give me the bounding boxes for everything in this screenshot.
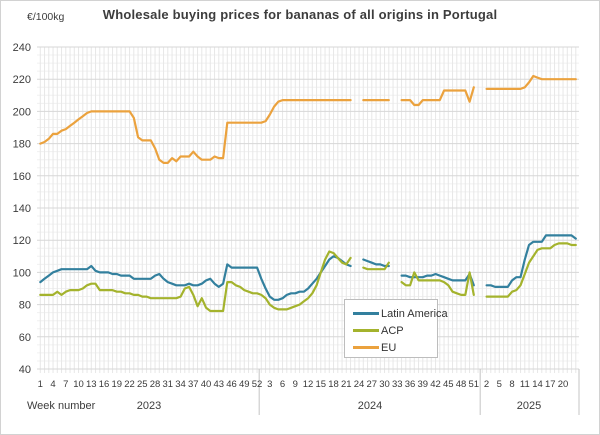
- x-tick-labels: 1 4 7 10 13 16 19 22 25 28 31 34 37 40 43 46 49 52 3 6 9 12 15…: [38, 379, 569, 390]
- legend-swatch-acp: [353, 329, 379, 332]
- svg-text:36: 36: [405, 379, 416, 390]
- y-tick-labels: 240 220 200 180 160 140 120 100 80 60 40: [13, 42, 31, 376]
- line-acp: [39, 242, 577, 313]
- svg-text:10: 10: [73, 379, 84, 390]
- svg-text:17: 17: [545, 379, 556, 390]
- year-label-2025: 2025: [516, 400, 542, 412]
- svg-text:45: 45: [443, 379, 454, 390]
- svg-text:15: 15: [316, 379, 327, 390]
- legend-label-acp: ACP: [381, 324, 404, 337]
- svg-text:39: 39: [418, 379, 429, 390]
- svg-text:60: 60: [19, 332, 31, 344]
- svg-text:200: 200: [13, 106, 31, 118]
- legend-swatch-eu: [353, 346, 379, 349]
- svg-text:16: 16: [99, 379, 110, 390]
- svg-text:14: 14: [532, 379, 543, 390]
- legend-label-eu: EU: [381, 341, 397, 354]
- legend-swatch-latin-america: [353, 312, 379, 315]
- svg-text:40: 40: [201, 379, 212, 390]
- line-eu: [39, 74, 577, 164]
- svg-text:30: 30: [379, 379, 390, 390]
- svg-text:1: 1: [38, 379, 43, 390]
- series-line-latin-america: [39, 234, 577, 301]
- svg-text:7: 7: [63, 379, 68, 390]
- svg-text:4: 4: [50, 379, 55, 390]
- legend: Latin America ACP EU: [344, 299, 448, 358]
- svg-text:2: 2: [484, 379, 489, 390]
- year-separators: [258, 369, 580, 415]
- svg-text:13: 13: [86, 379, 97, 390]
- svg-text:48: 48: [456, 379, 467, 390]
- svg-text:5: 5: [497, 379, 502, 390]
- svg-text:19: 19: [112, 379, 123, 390]
- svg-text:240: 240: [13, 42, 31, 54]
- legend-item-latin-america: Latin America: [353, 305, 448, 322]
- svg-text:20: 20: [558, 379, 569, 390]
- svg-text:160: 160: [13, 171, 31, 183]
- svg-text:21: 21: [341, 379, 352, 390]
- y-axis-unit-label: €/100kg: [27, 11, 65, 23]
- series-line-eu: [39, 74, 577, 164]
- svg-text:6: 6: [280, 379, 285, 390]
- svg-text:11: 11: [520, 379, 530, 390]
- svg-text:220: 220: [13, 74, 31, 86]
- svg-text:31: 31: [163, 379, 174, 390]
- svg-text:27: 27: [367, 379, 378, 390]
- svg-text:28: 28: [150, 379, 161, 390]
- svg-text:80: 80: [19, 300, 31, 312]
- svg-text:42: 42: [430, 379, 441, 390]
- svg-text:8: 8: [509, 379, 514, 390]
- svg-text:140: 140: [13, 203, 31, 215]
- svg-text:100: 100: [13, 267, 31, 279]
- svg-text:33: 33: [392, 379, 403, 390]
- x-axis-title: Week number: [27, 400, 96, 412]
- legend-item-acp: ACP: [353, 322, 437, 339]
- svg-text:43: 43: [214, 379, 225, 390]
- svg-text:40: 40: [19, 364, 31, 376]
- svg-text:3: 3: [267, 379, 272, 390]
- svg-text:120: 120: [13, 235, 31, 247]
- v-weekly-gridlines: [39, 47, 577, 373]
- svg-text:49: 49: [239, 379, 250, 390]
- svg-text:24: 24: [354, 379, 365, 390]
- svg-text:180: 180: [13, 139, 31, 151]
- svg-text:22: 22: [124, 379, 135, 390]
- svg-text:34: 34: [175, 379, 186, 390]
- legend-label-latin-america: Latin America: [381, 307, 448, 320]
- svg-text:9: 9: [293, 379, 298, 390]
- line-latin-america: [39, 234, 577, 301]
- svg-text:37: 37: [188, 379, 199, 390]
- svg-text:12: 12: [303, 379, 314, 390]
- year-label-2023: 2023: [136, 400, 162, 412]
- chart-title: Wholesale buying prices for bananas of a…: [102, 7, 498, 22]
- svg-text:51: 51: [469, 379, 480, 390]
- series-line-acp: [39, 242, 577, 313]
- svg-text:52: 52: [252, 379, 263, 390]
- svg-text:18: 18: [328, 379, 339, 390]
- year-label-2024: 2024: [357, 400, 383, 412]
- svg-text:46: 46: [226, 379, 237, 390]
- svg-text:25: 25: [137, 379, 148, 390]
- legend-item-eu: EU: [353, 339, 437, 356]
